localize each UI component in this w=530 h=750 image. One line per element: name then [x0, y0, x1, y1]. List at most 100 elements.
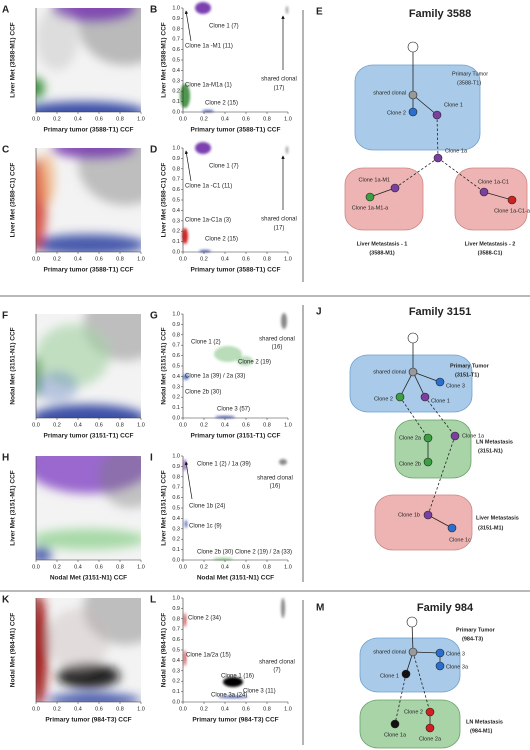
x-axis-label: Primary tumor (984-T3) CCF — [45, 717, 131, 724]
x-tick-label: 0.0 — [179, 422, 187, 428]
y-tick-label: 1.0 — [172, 453, 180, 459]
clone-node — [423, 433, 433, 443]
clone-node — [433, 153, 443, 163]
clone-node — [407, 332, 419, 344]
x-axis-label: Primary tumor (3588-T1) CCF — [44, 267, 134, 274]
y-tick-label: 0.1 — [172, 405, 180, 411]
diagram-title: Family 3151 — [409, 306, 471, 318]
x-tick-label: 0.6 — [95, 706, 103, 712]
y-tick-label: 0.7 — [172, 343, 180, 349]
density — [78, 8, 141, 66]
density — [51, 8, 136, 22]
x-axis-label: Primary tumor (3588-T1) CCF — [191, 267, 281, 274]
annotation: Clone 1 (2) / 1a (39) — [197, 462, 251, 468]
diagram-title: Family 984 — [417, 602, 474, 614]
panel-letter: D — [150, 145, 157, 156]
clone-node — [423, 457, 433, 467]
clone-node — [408, 107, 418, 117]
x-tick-label: 0.6 — [242, 706, 250, 712]
clone-blob — [214, 346, 242, 362]
annotation: Clone 1a/2a (15) — [186, 653, 231, 659]
y-tick-label: 0.5 — [172, 505, 180, 511]
tree-edge — [427, 435, 456, 516]
tissue-blob — [374, 494, 473, 551]
clone-node — [435, 377, 445, 387]
x-tick-label: 0.0 — [179, 116, 187, 122]
x-tick-label: 0.0 — [32, 256, 40, 262]
y-tick-label: 0.6 — [172, 353, 180, 359]
y-tick-label: 0.3 — [172, 526, 180, 532]
x-tick-label: 0.8 — [116, 116, 124, 122]
density — [36, 234, 141, 252]
clone-blob — [218, 696, 248, 698]
clone-node — [390, 183, 400, 193]
node-label: Clone 1a-M1-a — [352, 205, 389, 211]
node-label: (984-M1) — [470, 728, 492, 734]
clone-node — [395, 392, 405, 402]
x-axis-label: Primary tumor (3151-T1) CCF — [44, 433, 134, 440]
y-tick-label: 0.1 — [172, 689, 180, 695]
clone-node — [408, 367, 418, 377]
panel-letter: L — [150, 595, 156, 606]
tissue-blob — [454, 167, 528, 231]
clone-node — [425, 707, 435, 717]
node-label: Clone 1 — [431, 398, 450, 404]
y-tick-label: 0.1 — [172, 547, 180, 553]
node-label: Clone 1 — [444, 102, 463, 108]
tissue-blob — [359, 637, 461, 693]
y-axis-label: Liver Met (3588-C1) CCF — [10, 163, 17, 238]
annotation: Clone 1a-C1a (3) — [185, 218, 231, 224]
clone-blob — [213, 558, 233, 560]
annotation: shared clonal — [259, 337, 295, 343]
panel-letter: E — [316, 7, 323, 18]
clone-blobs — [180, 2, 288, 112]
heatmap — [36, 8, 141, 112]
clone-blob — [184, 613, 186, 627]
y-tick-label: 1.0 — [172, 595, 180, 601]
x-tick-label: 1.0 — [137, 564, 145, 570]
annotation: Clone 1b (24) — [189, 504, 225, 510]
x-tick-label: 0.8 — [263, 422, 271, 428]
clone-blob — [215, 416, 235, 418]
clone-blob — [237, 356, 253, 366]
heatmap — [36, 148, 141, 252]
clone-blob — [183, 374, 189, 380]
heatmap-layer — [36, 8, 141, 112]
y-tick-label: 1.0 — [172, 5, 180, 11]
node-label: Clone 1a — [445, 148, 468, 154]
y-tick-label: 0.7 — [172, 627, 180, 633]
y-tick-label: 0.6 — [172, 187, 180, 193]
x-tick-label: 1.0 — [284, 422, 292, 428]
density — [36, 546, 52, 560]
y-tick-label: 0.6 — [172, 495, 180, 501]
y-tick-label: 0.8 — [172, 26, 180, 32]
node-label: shared clonal — [373, 90, 406, 96]
node-label: shared clonal — [373, 649, 406, 655]
tree-edge — [412, 371, 426, 398]
density — [46, 693, 141, 702]
heatmap-layer — [36, 148, 141, 252]
node-label: Clone 2 — [404, 709, 423, 715]
annotation: Clone 3a (24) — [211, 693, 247, 699]
clone-blob — [184, 650, 186, 666]
tissue-blob — [344, 167, 424, 231]
clone-blob — [199, 250, 211, 252]
clone-blob — [202, 110, 214, 112]
x-tick-label: 1.0 — [137, 256, 145, 262]
y-tick-label: 0.1 — [172, 99, 180, 105]
node-label: (3588-T1) — [457, 80, 481, 86]
node-label: Clone 1b — [398, 512, 420, 518]
y-tick-label: 0.9 — [172, 322, 180, 328]
heatmap — [36, 456, 141, 560]
y-tick-label: 0.7 — [172, 37, 180, 43]
heatmap-layer — [36, 598, 141, 702]
y-tick-label: 0.5 — [172, 57, 180, 63]
heatmap — [36, 598, 141, 702]
density — [36, 8, 78, 71]
x-tick-label: 0.6 — [95, 422, 103, 428]
node-label: Clone 1a-C1-a — [494, 208, 530, 214]
density — [38, 153, 55, 206]
y-tick-label: 0.6 — [172, 47, 180, 53]
x-axis-label: Nodal Met (3151-N1) CCF — [197, 575, 274, 582]
